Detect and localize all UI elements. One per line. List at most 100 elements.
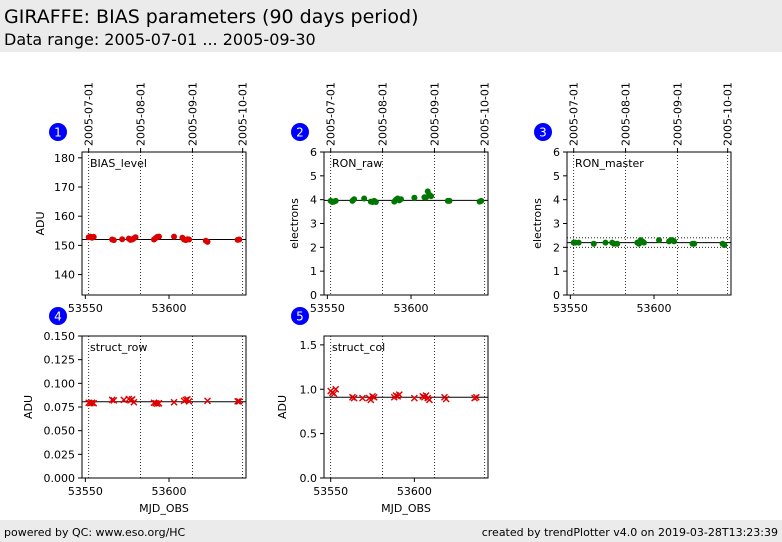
chart-4-point [235,397,243,405]
chart-4-point [155,399,163,407]
chart-2-point [372,199,379,206]
chart-5-badge [291,307,309,325]
chart-3-date-label: 2005-10-01 [722,82,735,146]
chart-2-ytick-label: 2 [310,241,317,254]
footer-bar: powered by QC: www.eso.org/HC created by… [0,520,782,542]
chart-2-xtick-label: 53550 [310,302,345,315]
chart-1-group [49,123,247,299]
chart-4-group [49,307,247,482]
chart-4-ytick-label: 0.025 [44,448,76,461]
chart-5-point [370,393,378,401]
chart-1-point [204,238,211,245]
chart-5-point [332,385,340,393]
chart-1-point [132,234,139,241]
chart-1-ytick-label: 170 [54,181,75,194]
page-title: GIRAFFE: BIAS parameters (90 days period… [4,6,419,28]
chart-1-point [155,233,162,240]
chart-5-point [395,391,403,399]
chart-5-series-label: struct_col [332,341,385,354]
chart-3-badge-number: 3 [539,126,547,140]
chart-4-point [170,398,178,406]
chart-3-ytick-label: 5 [553,170,560,183]
chart-2-date-label: 2005-09-01 [428,82,441,146]
chart-3-point [721,241,728,248]
chart-1-ytick-label: 160 [54,210,75,223]
chart-5-ytick-label: 0.0 [300,472,318,485]
chart-3-point [602,239,609,246]
chart-3-badge [534,123,552,141]
chart-3-point [671,238,678,245]
chart-2-date-label: 2005-08-01 [377,82,390,146]
chart-4-point [110,396,118,404]
chart-2-badge-number: 2 [296,126,304,140]
chart-2-date-label: 2005-07-01 [325,82,338,146]
chart-2-ytick-label: 5 [310,170,317,183]
chart-1-ytick-label: 140 [54,269,75,282]
chart-4-ylabel: ADU [22,395,35,419]
chart-3-ylabel: electrons [531,198,544,249]
chart-4-xlabel: MJD_OBS [139,502,189,515]
chart-5-point [472,393,480,401]
chart-3-point [656,237,663,244]
chart-2-point [351,196,358,203]
chart-3-point [614,240,621,247]
chart-4-ytick-label: 0.100 [44,377,76,390]
chart-2-point [332,197,339,204]
chart-5-ytick-label: 1.0 [300,383,318,396]
chart-5-xlabel: MJD_OBS [381,502,431,515]
chart-5-point [350,394,358,402]
chart-2-ytick-label: 3 [310,218,317,231]
chart-5-group [291,307,489,482]
chart-4-ytick-label: 0.050 [44,425,76,438]
chart-5-badge-number: 5 [296,310,304,324]
chart-4-point [185,397,193,405]
chart-5-frame [323,335,489,479]
chart-1-badge-number: 1 [54,126,62,140]
chart-4-ytick-label: 0.150 [44,330,76,343]
chart-3-ytick-label: 6 [553,146,560,159]
chart-2-date-label: 2005-10-01 [479,82,492,146]
chart-3-date-label: 2005-07-01 [568,82,581,146]
chart-4-point [90,399,98,407]
chart-4-point [153,400,161,408]
chart-1-date-label: 2005-10-01 [237,82,250,146]
chart-4-ytick-label: 0.075 [44,401,76,414]
chart-2-ytick-label: 1 [310,265,317,278]
footer-powered-by: powered by QC: www.eso.org/HC [4,526,186,539]
chart-5-point [358,394,366,402]
chart-1-point [171,233,178,240]
chart-1-xtick-label: 53600 [152,302,187,315]
chart-5-xtick-label: 53600 [397,485,432,498]
chart-3-ytick-label: 2 [553,241,560,254]
chart-4-ytick-label: 0.125 [44,354,76,367]
chart-3-ytick-label: 3 [553,218,560,231]
chart-2-point [361,195,368,202]
chart-2-point [446,197,453,204]
chart-4-point [108,396,116,404]
chart-3-ytick-label: 1 [553,265,560,278]
chart-3-ytick-label: 0 [553,289,560,302]
chart-5-ylabel: ADU [276,395,289,419]
chart-1-frame [81,151,247,296]
chart-1-date-label: 2005-09-01 [186,82,199,146]
header-bar: GIRAFFE: BIAS parameters (90 days period… [0,0,782,52]
chart-1-point [186,236,193,243]
chart-1-ytick-label: 150 [54,239,75,252]
chart-3-point [590,240,597,247]
chart-2-point [428,193,435,200]
chart-2-ytick-label: 4 [310,194,317,207]
chart-3-point [691,240,698,247]
chart-4-xtick-label: 53550 [68,485,103,498]
chart-3-point [640,239,647,246]
chart-3-point [575,239,582,246]
footer-created-by: created by trendPlotter v4.0 on 2019-03-… [481,526,778,539]
chart-2-point [397,196,404,203]
chart-1-series-label: BIAS_level [90,157,147,170]
chart-3-xtick-label: 53600 [637,302,672,315]
chart-5-point [410,394,418,402]
chart-4-ytick-label: 0.000 [44,472,76,485]
chart-3-ytick-label: 4 [553,194,560,207]
chart-1-date-label: 2005-07-01 [83,82,96,146]
chart-5-point [425,396,433,404]
chart-1-point [119,236,126,243]
